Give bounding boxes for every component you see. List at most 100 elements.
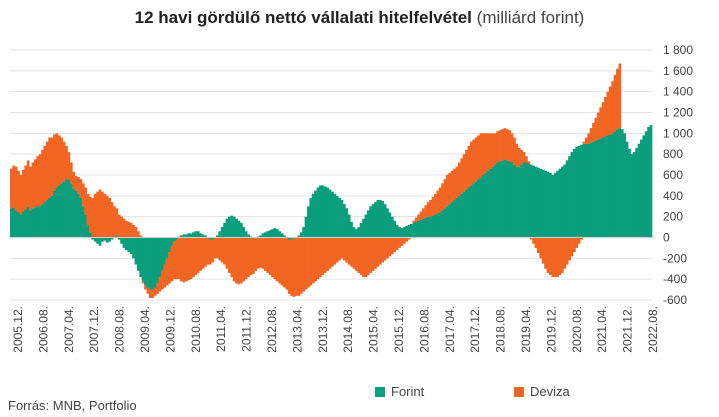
bar-deviza — [168, 252, 171, 284]
bar-deviza — [60, 137, 64, 184]
bar-forint — [256, 236, 260, 238]
bar-deviza — [297, 237, 301, 296]
bar-deviza — [235, 237, 238, 284]
bar-deviza — [352, 237, 356, 269]
bar-deviza — [196, 237, 200, 273]
bar-forint — [438, 212, 442, 238]
bar-deviza — [285, 237, 289, 290]
bar-deviza — [558, 237, 562, 275]
bar-deviza — [436, 190, 440, 214]
bar-forint — [580, 144, 583, 238]
bar-deviza — [333, 237, 337, 265]
bar-deviza — [24, 165, 28, 210]
bar-forint — [618, 128, 622, 238]
bar-forint — [366, 210, 370, 238]
bar-forint — [522, 162, 526, 238]
bar-deviza — [170, 245, 174, 282]
bar-deviza — [160, 270, 164, 290]
bar-forint — [175, 237, 179, 240]
bar-deviza — [496, 131, 500, 163]
bar-forint — [594, 140, 598, 238]
bar-deviza — [117, 214, 121, 238]
bar-forint — [450, 202, 454, 238]
bar-forint — [326, 187, 329, 238]
bar-forint — [172, 237, 176, 242]
bar-forint — [592, 141, 595, 238]
bar-forint — [101, 237, 104, 242]
bar-deviza — [448, 172, 452, 205]
bar-deviza — [292, 238, 296, 297]
bar-forint — [244, 231, 248, 238]
bar-forint — [31, 208, 35, 238]
bar-deviza — [331, 237, 334, 267]
bar-deviza — [33, 159, 37, 208]
x-tick-label: 2016.08. — [417, 306, 431, 353]
bar-forint — [364, 214, 368, 238]
bar-deviza — [517, 147, 521, 167]
bar-forint — [628, 148, 631, 238]
legend-swatch-forint — [375, 386, 385, 397]
bar-deviza — [132, 225, 135, 238]
y-tick-label: 600 — [663, 168, 683, 182]
bar-forint — [53, 190, 56, 238]
bar-deviza — [338, 237, 341, 261]
bar-forint — [642, 135, 646, 238]
bar-forint — [424, 217, 428, 238]
bar-forint — [79, 197, 83, 238]
bar-forint — [393, 220, 397, 238]
bar-forint — [340, 200, 344, 238]
bar-forint — [189, 233, 193, 238]
bar-forint — [613, 131, 617, 238]
bar-forint — [62, 181, 66, 238]
bar-forint — [508, 161, 512, 238]
x-tick-label: 2009.12. — [163, 306, 177, 353]
x-tick-label: 2018.08. — [494, 306, 508, 353]
bar-forint — [177, 236, 181, 238]
bar-deviza — [393, 237, 397, 253]
bar-deviza — [72, 171, 76, 189]
bar-forint — [50, 195, 54, 238]
bar-forint — [448, 204, 452, 238]
bar-forint — [331, 191, 334, 238]
bar-deviza — [165, 258, 169, 286]
bar-forint — [457, 195, 461, 238]
bar-deviza — [548, 237, 552, 275]
bar-deviza — [211, 239, 214, 263]
bar-deviza — [311, 237, 315, 284]
bar-deviza — [424, 205, 428, 218]
bar-deviza — [148, 289, 152, 298]
bar-forint — [469, 185, 473, 238]
bar-deviza — [345, 237, 349, 263]
bar-deviza — [206, 237, 210, 265]
bar-deviza — [275, 237, 279, 282]
bar-forint — [453, 200, 456, 238]
bar-deviza — [144, 285, 147, 290]
bar-forint — [369, 206, 373, 238]
bar-deviza — [62, 141, 66, 182]
bar-forint — [299, 232, 303, 238]
bar-forint — [259, 235, 262, 238]
bar-forint — [45, 200, 49, 238]
bar-forint — [371, 204, 375, 238]
bar-forint — [599, 138, 603, 238]
bar-forint — [263, 232, 267, 238]
bar-deviza — [541, 237, 545, 264]
bar-forint — [565, 160, 569, 238]
x-tick-label: 2011.12. — [240, 306, 254, 352]
bar-forint — [606, 135, 610, 238]
bar-deviza — [129, 222, 133, 238]
bar-forint — [89, 232, 92, 238]
bar-forint — [596, 139, 600, 238]
bar-forint — [649, 125, 653, 238]
bar-deviza — [465, 150, 468, 190]
bar-deviza — [493, 133, 497, 165]
bar-forint — [541, 169, 545, 238]
bar-deviza — [481, 133, 485, 175]
bar-forint — [374, 202, 377, 238]
bar-forint — [235, 218, 238, 238]
bar-forint — [570, 152, 574, 238]
x-tick-label: 2006.08. — [36, 306, 50, 353]
bar-forint — [419, 219, 423, 238]
bar-deviza — [431, 196, 435, 216]
